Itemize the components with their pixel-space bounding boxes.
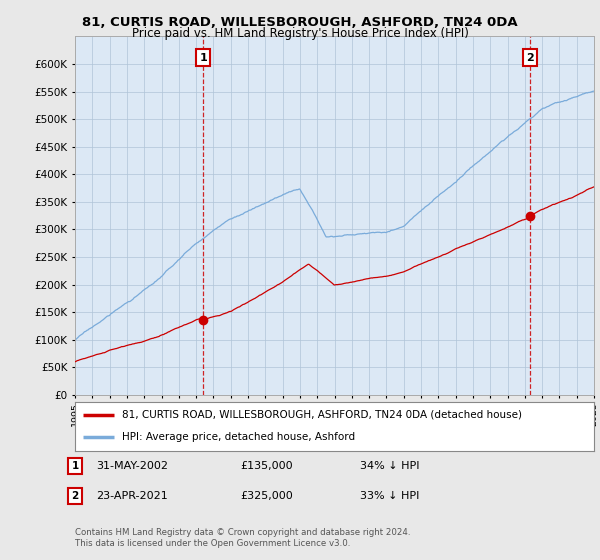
Text: Price paid vs. HM Land Registry's House Price Index (HPI): Price paid vs. HM Land Registry's House … <box>131 27 469 40</box>
Text: Contains HM Land Registry data © Crown copyright and database right 2024.
This d: Contains HM Land Registry data © Crown c… <box>75 528 410 548</box>
Text: 1: 1 <box>199 53 207 63</box>
Text: £325,000: £325,000 <box>240 491 293 501</box>
Text: HPI: Average price, detached house, Ashford: HPI: Average price, detached house, Ashf… <box>122 432 355 442</box>
Text: 34% ↓ HPI: 34% ↓ HPI <box>360 461 419 471</box>
Text: 23-APR-2021: 23-APR-2021 <box>96 491 168 501</box>
Text: 81, CURTIS ROAD, WILLESBOROUGH, ASHFORD, TN24 0DA: 81, CURTIS ROAD, WILLESBOROUGH, ASHFORD,… <box>82 16 518 29</box>
Text: 33% ↓ HPI: 33% ↓ HPI <box>360 491 419 501</box>
Text: 31-MAY-2002: 31-MAY-2002 <box>96 461 168 471</box>
Text: £135,000: £135,000 <box>240 461 293 471</box>
Text: 81, CURTIS ROAD, WILLESBOROUGH, ASHFORD, TN24 0DA (detached house): 81, CURTIS ROAD, WILLESBOROUGH, ASHFORD,… <box>122 410 522 420</box>
Text: 2: 2 <box>71 491 79 501</box>
Text: 1: 1 <box>71 461 79 471</box>
Text: 2: 2 <box>526 53 534 63</box>
